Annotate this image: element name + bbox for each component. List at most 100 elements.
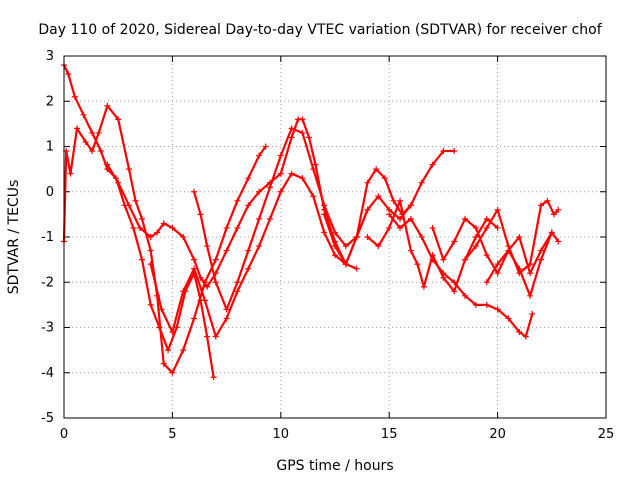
data-point <box>483 279 490 286</box>
data-point <box>494 261 501 268</box>
series-sat-a <box>61 102 269 376</box>
data-point <box>527 270 534 277</box>
data-point <box>418 234 425 240</box>
data-point <box>364 206 371 213</box>
data-point <box>440 148 447 155</box>
data-point <box>67 170 74 177</box>
data-point <box>104 161 111 168</box>
data-point <box>82 138 89 145</box>
data-point <box>95 129 102 136</box>
y-tick-label: 3 <box>46 49 54 64</box>
series-sat-d <box>147 170 371 340</box>
data-point <box>494 270 501 277</box>
series-trace <box>106 118 358 288</box>
data-point <box>407 202 414 209</box>
data-point <box>375 243 382 250</box>
data-point <box>97 148 104 155</box>
data-point <box>353 265 360 272</box>
data-point <box>407 247 414 254</box>
x-axis-label: GPS time / hours <box>276 458 393 474</box>
data-point <box>74 125 81 132</box>
data-point <box>197 211 204 218</box>
data-point <box>373 166 380 173</box>
data-point <box>256 152 263 159</box>
data-point <box>288 125 295 132</box>
data-point <box>130 224 137 231</box>
y-tick-label: -3 <box>41 321 54 336</box>
y-tick-label: -4 <box>41 366 54 381</box>
data-point <box>210 374 217 381</box>
data-point <box>191 315 198 322</box>
data-point <box>158 306 165 313</box>
data-point <box>397 224 404 231</box>
series-trace <box>193 127 412 311</box>
data-point <box>71 93 78 100</box>
data-point <box>147 261 154 268</box>
data-point <box>180 347 187 354</box>
data-point <box>332 252 338 259</box>
data-point <box>462 215 469 222</box>
chart-title: Day 110 of 2020, Sidereal Day-to-day VTE… <box>38 22 602 38</box>
data-point <box>165 347 172 354</box>
data-point <box>429 161 436 168</box>
data-point <box>126 202 133 209</box>
x-tick-label: 25 <box>598 427 615 442</box>
data-point <box>204 243 211 250</box>
data-point <box>462 256 469 263</box>
data-point <box>245 265 252 272</box>
y-tick-label: -2 <box>41 275 54 290</box>
data-point <box>342 261 349 268</box>
data-point <box>223 306 230 313</box>
data-point <box>223 247 230 254</box>
data-point <box>204 283 211 290</box>
data-point <box>266 184 273 191</box>
x-tick-label: 5 <box>168 427 176 442</box>
y-tick-label: -1 <box>41 230 54 245</box>
data-point <box>191 256 198 263</box>
data-point <box>89 148 96 155</box>
data-point <box>277 170 284 177</box>
data-point <box>537 202 544 209</box>
data-point <box>390 197 397 204</box>
data-point <box>80 111 87 118</box>
data-point <box>397 197 404 204</box>
data-point <box>310 193 317 200</box>
data-point <box>277 152 284 159</box>
data-point <box>191 188 198 195</box>
data-point <box>89 129 96 136</box>
data-point <box>544 197 551 204</box>
y-tick-label: -5 <box>41 411 54 426</box>
data-point <box>472 243 479 250</box>
data-point <box>266 215 273 222</box>
data-point <box>386 224 393 231</box>
data-point <box>160 360 167 367</box>
data-point <box>288 134 295 141</box>
data-point <box>407 215 414 222</box>
series-trace <box>62 104 267 374</box>
data-point <box>212 279 219 286</box>
data-point <box>201 297 208 304</box>
data-point <box>522 333 529 340</box>
data-point <box>245 175 252 182</box>
data-point <box>147 301 154 308</box>
data-point <box>310 166 317 173</box>
data-point <box>234 279 241 286</box>
data-point <box>180 234 187 240</box>
data-point <box>555 206 562 213</box>
data-point <box>483 301 490 308</box>
data-point <box>440 270 447 277</box>
data-point <box>256 188 263 195</box>
data-point <box>494 206 501 213</box>
y-tick-label: 1 <box>46 140 54 155</box>
data-point <box>381 175 388 182</box>
data-point <box>312 161 319 168</box>
data-point <box>169 329 176 336</box>
data-point <box>364 179 371 186</box>
data-point <box>494 224 501 231</box>
data-point <box>537 256 544 263</box>
data-point <box>173 324 180 331</box>
grid <box>64 56 606 418</box>
axis-ticks: 0 5 10 15 20 25 -5 -4 -3 -2 -1 0 1 2 3 <box>41 49 614 442</box>
data-point <box>332 229 338 236</box>
